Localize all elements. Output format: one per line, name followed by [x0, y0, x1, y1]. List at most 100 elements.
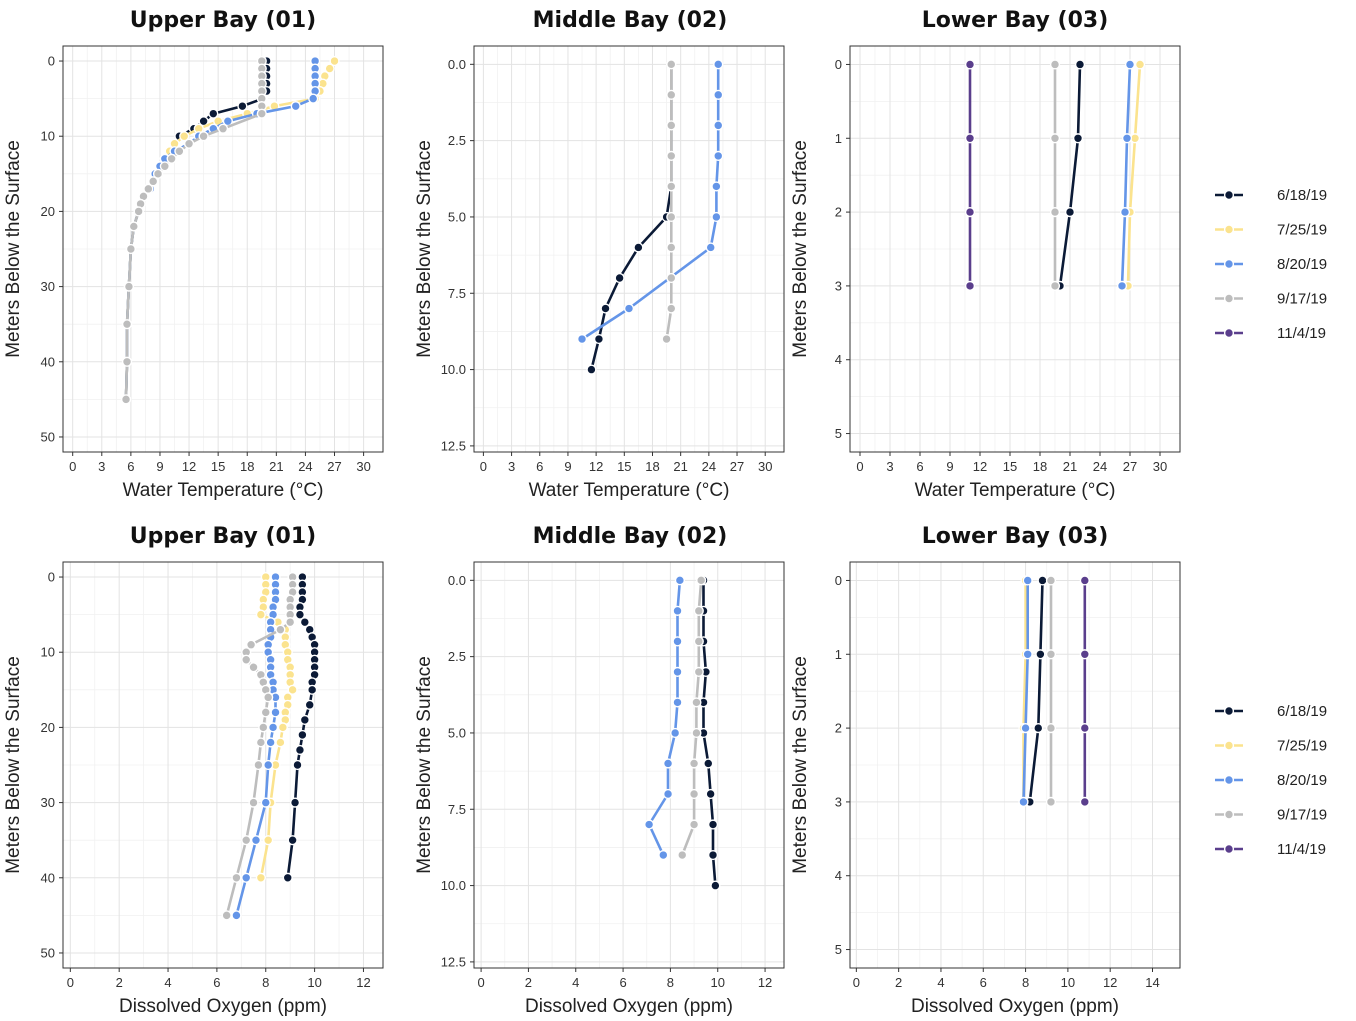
series-9-17-19: [1049, 59, 1061, 292]
series-line: [1022, 580, 1029, 802]
x-tick-label: 6: [916, 459, 923, 474]
legend-1: 6/18/19 7/25/19 8/20/19 9/17/19 11/4/19: [1215, 187, 1327, 342]
legend-entry: 9/17/19: [1215, 807, 1327, 824]
y-tick-label: 3: [835, 794, 842, 809]
legend-swatch-point: [1223, 774, 1235, 786]
data-point: [285, 617, 296, 628]
y-tick-label: 0.0: [448, 573, 466, 588]
data-point: [290, 101, 301, 112]
data-point: [964, 59, 976, 70]
data-point: [1119, 206, 1131, 218]
legend-swatch-point: [1223, 705, 1235, 717]
legend-swatch-point: [1223, 327, 1235, 339]
x-tick-label: 10: [1061, 975, 1075, 990]
y-tick-label: 12.5: [441, 954, 466, 969]
y-tick-label: 30: [41, 795, 55, 810]
x-axis-title: Dissolved Oxygen (ppm): [525, 996, 733, 1017]
data-point: [672, 697, 683, 708]
series-9-17-19: [661, 59, 677, 345]
legend-label: 11/4/19: [1277, 841, 1326, 858]
panel-1: 0 3 6 9 12 15 18 21 24 27 30 0 10 20 30 40 50 Upper Bay (…: [3, 8, 384, 501]
data-point: [183, 138, 195, 149]
data-point: [1022, 575, 1033, 586]
x-tick-label: 2: [116, 975, 123, 990]
data-point: [666, 211, 677, 223]
data-point: [713, 89, 724, 100]
x-tick-label: 3: [886, 459, 893, 474]
data-point: [688, 788, 700, 800]
data-point: [159, 161, 170, 172]
legend-entry: 9/17/19: [1215, 291, 1327, 308]
data-point: [1045, 796, 1057, 808]
x-tick-label: 3: [508, 459, 515, 474]
x-axis-title: Dissolved Oxygen (ppm): [911, 996, 1119, 1017]
data-point: [1018, 796, 1029, 808]
data-point: [1049, 280, 1061, 292]
y-axis-title: Meters Below the Surface: [3, 140, 24, 358]
x-tick-label: 0: [477, 975, 484, 990]
x-tick-label: 12: [758, 975, 772, 990]
data-point: [299, 617, 310, 628]
x-tick-label: 12: [973, 459, 987, 474]
data-point: [263, 692, 274, 703]
data-point: [691, 697, 702, 708]
legend-label: 6/18/19: [1277, 703, 1327, 720]
y-tick-label: 0: [835, 573, 842, 588]
data-point: [1022, 649, 1033, 660]
y-tick-label: 20: [41, 720, 55, 735]
y-tick-label: 5.0: [448, 209, 466, 224]
legend-label: 7/25/19: [1277, 222, 1327, 239]
panel-5: 0 2 4 6 8 10 12 0.0 2.5 5.0 7.5 10.0 12.5 Middle Bay …: [414, 524, 785, 1017]
data-point: [1064, 206, 1076, 218]
data-point: [250, 835, 262, 846]
data-point: [258, 722, 269, 733]
legend-label: 9/17/19: [1277, 291, 1327, 308]
data-point: [658, 849, 669, 861]
data-point: [666, 181, 677, 192]
data-point: [307, 684, 318, 695]
x-tick-label: 8: [262, 975, 269, 990]
legend-entry: 11/4/19: [1215, 841, 1326, 858]
legend-entry: 6/18/19: [1215, 703, 1327, 720]
x-tick-label: 21: [269, 459, 283, 474]
data-point: [666, 89, 677, 100]
panel-title: Lower Bay (03): [922, 8, 1109, 33]
data-point: [688, 758, 700, 769]
series-8-20-19: [1018, 575, 1033, 808]
data-point: [133, 206, 144, 217]
data-point: [1049, 133, 1061, 144]
x-axis-title: Water Temperature (°C): [529, 480, 730, 501]
x-tick-label: 27: [327, 459, 341, 474]
data-point: [265, 737, 276, 748]
data-point: [256, 108, 267, 119]
series-11-4-19: [1079, 575, 1090, 808]
series-8-20-19: [1116, 59, 1136, 292]
data-point: [705, 788, 716, 800]
plot-border: [473, 45, 785, 453]
legend-swatch-point: [1223, 293, 1235, 304]
data-point: [282, 872, 293, 883]
data-point: [287, 684, 298, 695]
y-tick-label: 0: [48, 570, 55, 585]
data-point: [237, 101, 248, 112]
x-tick-label: 18: [1033, 459, 1047, 474]
data-point: [666, 272, 677, 284]
data-point: [121, 356, 133, 367]
data-point: [221, 910, 232, 921]
data-point: [964, 206, 976, 218]
x-tick-label: 0: [69, 459, 76, 474]
data-point: [241, 872, 252, 883]
data-point: [231, 910, 242, 921]
x-tick-label: 24: [1093, 459, 1107, 474]
data-point: [120, 394, 132, 405]
y-tick-label: 4: [835, 868, 842, 883]
data-point: [600, 303, 611, 314]
data-point: [691, 727, 702, 739]
x-tick-label: 24: [702, 459, 716, 474]
data-point: [143, 183, 154, 194]
series-line: [1120, 64, 1132, 286]
x-tick-label: 10: [307, 975, 321, 990]
y-tick-label: 0.0: [448, 57, 466, 72]
plot-border: [473, 561, 785, 969]
data-point: [297, 729, 308, 741]
